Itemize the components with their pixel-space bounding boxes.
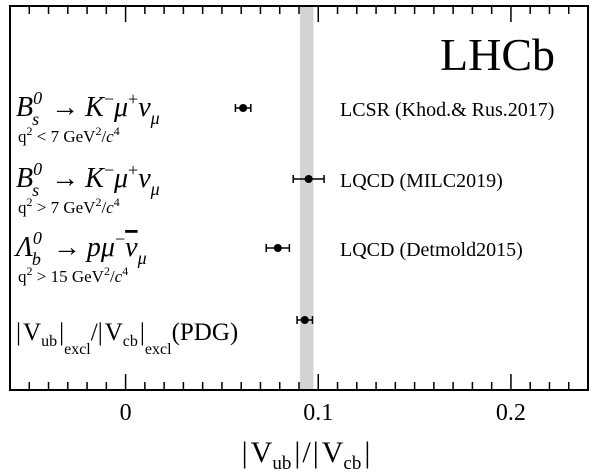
- process-label-3: Λ0 b → pμ−νμ: [13, 228, 147, 269]
- data-points: [234, 104, 325, 324]
- x-tick-label-0: 0: [120, 400, 132, 426]
- data-point-4: [300, 316, 309, 324]
- source-label-2: LQCD (MILC2019): [340, 170, 503, 192]
- x-tick-label-1: 0.1: [303, 400, 333, 426]
- x-axis-ticks: [9, 6, 589, 390]
- source-label-3: LQCD (Detmold2015): [340, 239, 523, 261]
- data-point-1: [239, 104, 248, 112]
- chart-title: LHCb: [440, 29, 555, 80]
- data-point-2: [304, 175, 313, 183]
- x-tick-label-2: 0.2: [496, 400, 526, 426]
- pdg-ratio-label: |Vub|excl/|Vcb|excl(PDG): [16, 319, 238, 358]
- kinematic-cut-1: q2 < 7 GeV2/c4: [18, 124, 120, 146]
- process-label-1: B0 s → K−μ+νμ: [16, 88, 160, 129]
- average-band: [299, 6, 314, 390]
- x-axis-label: | Vub |/| Vcb |: [242, 436, 371, 472]
- kinematic-cut-2: q2 > 7 GeV2/c4: [18, 195, 120, 217]
- data-point-3: [273, 244, 282, 252]
- kinematic-cut-3: q2 > 15 GeV2/c4: [18, 264, 128, 286]
- source-label-1: LCSR (Khod.& Rus.2017): [340, 99, 554, 121]
- process-label-2: B0 s → K−μ+νμ: [16, 159, 160, 200]
